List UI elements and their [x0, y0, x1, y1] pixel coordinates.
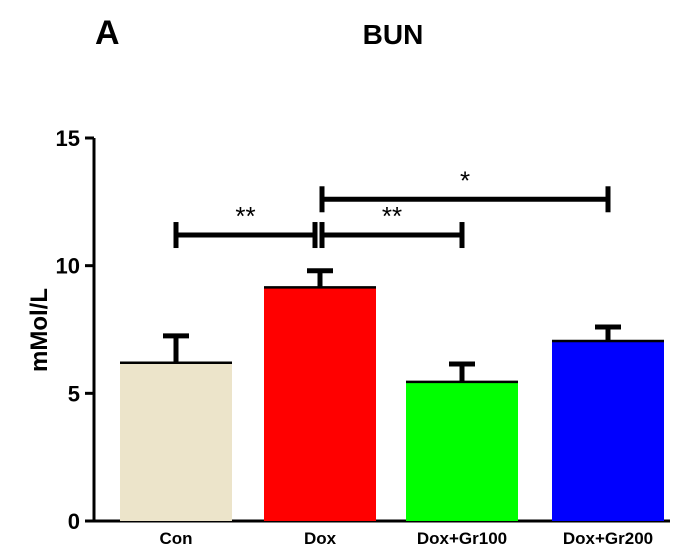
- y-tick-labels: 0 5 10 15: [56, 126, 80, 534]
- chart-title: BUN: [363, 19, 424, 50]
- bar: [120, 362, 232, 521]
- y-tick-label: 15: [56, 126, 80, 151]
- significance-label: *: [460, 165, 470, 195]
- x-tick-labels: Con Dox Dox+Gr100 Dox+Gr200: [159, 529, 653, 548]
- x-tick-label: Dox+Gr200: [563, 529, 653, 548]
- y-tick-label: 10: [56, 254, 80, 279]
- significance-label: **: [382, 201, 402, 231]
- bar: [552, 340, 664, 521]
- y-tick-label: 0: [68, 509, 80, 534]
- x-tick-label: Dox: [304, 529, 337, 548]
- significance-label: **: [235, 201, 255, 231]
- x-tick-label: Con: [159, 529, 192, 548]
- bar: [264, 287, 376, 521]
- x-tick-label: Dox+Gr100: [417, 529, 507, 548]
- bar: [406, 381, 518, 521]
- panel-label: A: [95, 14, 120, 52]
- bars: [120, 286, 664, 521]
- error-bars: [163, 268, 621, 382]
- significance-brackets: ** ***: [173, 165, 611, 249]
- y-tick-label: 5: [68, 381, 80, 406]
- y-axis-label: mMol/L: [26, 288, 53, 372]
